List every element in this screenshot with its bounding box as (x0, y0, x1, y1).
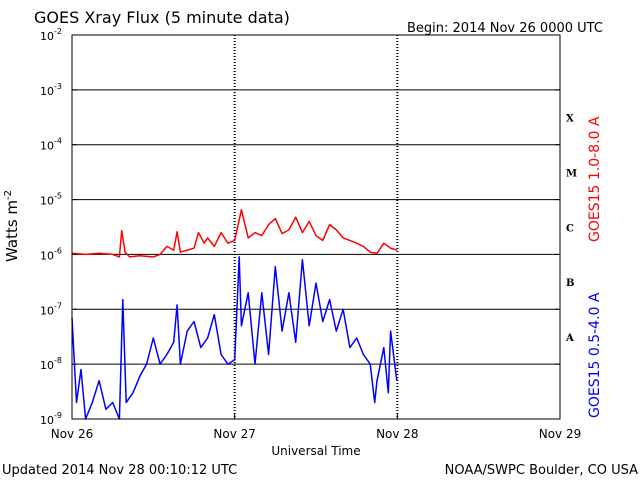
y-tick-base: 10 (40, 30, 54, 43)
y-tick-exponent: -3 (54, 82, 62, 91)
y-tick-base: 10 (40, 304, 54, 317)
series-lines (71, 209, 398, 420)
begin-date: Begin: 2014 Nov 26 0000 UTC (407, 21, 603, 36)
series-line-short (71, 256, 398, 420)
x-tick-label: Nov 28 (376, 427, 419, 441)
y-tick-exponent: -7 (54, 301, 62, 310)
flare-class-b: B (566, 278, 574, 289)
legend-short-channel: GOES15 0.5-4.0 A (587, 292, 603, 418)
x-axis-ticks: Nov 26 Nov 27 Nov 28 Nov 29 (51, 413, 582, 441)
series-line-long (71, 209, 398, 258)
flare-class-c: C (566, 223, 574, 234)
y-tick-label: 10-2 (40, 27, 62, 43)
x-tick-label: Nov 27 (213, 427, 256, 441)
x-tick-label: Nov 29 (539, 427, 582, 441)
flare-class-m: M (566, 168, 577, 179)
legend-long-channel: GOES15 1.0-8.0 A (587, 116, 603, 242)
y-tick-base: 10 (40, 195, 54, 208)
plot-grid (72, 35, 560, 419)
y-tick-label: 10-9 (40, 411, 62, 427)
y-tick-base: 10 (40, 140, 54, 153)
y-tick-exponent: -9 (54, 411, 62, 420)
y-axis-ticks: 10-910-810-710-610-510-410-310-2 (40, 27, 560, 427)
y-tick-exponent: -6 (54, 246, 62, 255)
y-tick-exponent: -2 (54, 27, 62, 36)
x-axis-label: Universal Time (271, 444, 360, 458)
y-tick-exponent: -8 (54, 356, 62, 365)
x-tick-label: Nov 26 (51, 427, 94, 441)
flare-class-x: X (566, 114, 574, 125)
updated-timestamp: Updated 2014 Nov 28 00:10:12 UTC (2, 463, 237, 478)
y-tick-label: 10-4 (40, 137, 62, 153)
plot-frame (71, 34, 561, 420)
y-tick-label: 10-7 (40, 301, 62, 317)
y-tick-label: 10-8 (40, 356, 62, 372)
flare-class-labels: A B C M X (565, 114, 577, 344)
y-tick-exponent: -4 (54, 137, 62, 146)
y-tick-base: 10 (40, 359, 54, 372)
y-tick-label: 10-3 (40, 82, 62, 98)
y-tick-label: 10-5 (40, 192, 62, 208)
y-axis-label: Watts m-2 (3, 190, 21, 262)
y-tick-base: 10 (40, 249, 54, 262)
y-tick-base: 10 (40, 85, 54, 98)
chart-title: GOES Xray Flux (5 minute data) (34, 8, 290, 27)
flare-class-a: A (565, 333, 574, 344)
y-tick-exponent: -5 (54, 192, 62, 201)
y-tick-base: 10 (40, 414, 54, 427)
y-tick-label: 10-6 (40, 246, 62, 262)
credit-text: NOAA/SWPC Boulder, CO USA (445, 463, 638, 478)
